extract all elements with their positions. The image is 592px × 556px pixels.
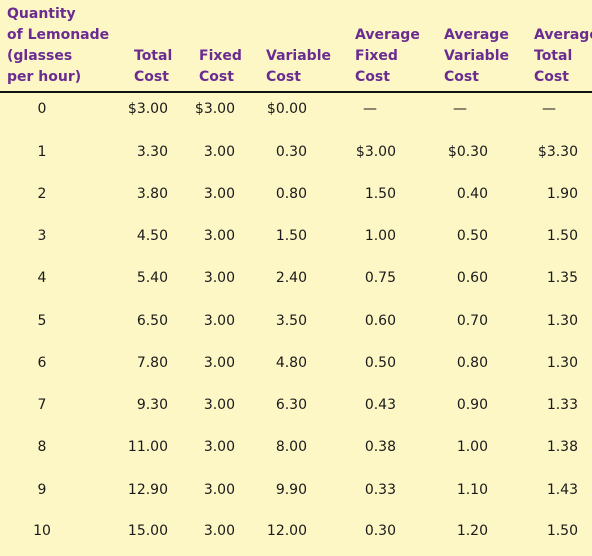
cell-total-cost: 4.50 <box>136 228 168 244</box>
cell-fixed-cost: 3.00 <box>203 439 235 455</box>
header-variable-cost: Variable Cost <box>266 48 331 85</box>
header-divider <box>0 91 592 93</box>
cell-average-total-cost: 1.30 <box>546 355 578 371</box>
cell-variable-cost: 8.00 <box>275 439 307 455</box>
cell-total-cost: 11.00 <box>127 439 168 455</box>
cell-average-variable-cost: 0.80 <box>456 355 488 371</box>
cell-average-variable-cost: 1.20 <box>456 523 488 539</box>
cell-average-fixed-cost: 0.60 <box>364 313 396 329</box>
cell-average-total-cost: 1.38 <box>546 439 578 455</box>
cell-average-variable-cost: 0.70 <box>456 313 488 329</box>
cell-variable-cost: 12.00 <box>266 523 307 539</box>
cell-quantity: 9 <box>37 482 47 498</box>
table-row: 8 11.00 3.00 8.00 0.38 1.00 1.38 <box>0 437 592 457</box>
cell-average-fixed-cost: 1.00 <box>364 228 396 244</box>
table-row: 7 9.30 3.00 6.30 0.43 0.90 1.33 <box>0 395 592 415</box>
cell-variable-cost: $0.00 <box>266 101 307 117</box>
cell-average-fixed-cost: 0.38 <box>364 439 396 455</box>
cell-average-variable-cost: $0.30 <box>447 144 488 160</box>
table-row: 2 3.80 3.00 0.80 1.50 0.40 1.90 <box>0 184 592 204</box>
table-row: 5 6.50 3.00 3.50 0.60 0.70 1.30 <box>0 311 592 331</box>
cell-quantity: 3 <box>37 228 47 244</box>
cell-average-variable-cost: 0.50 <box>456 228 488 244</box>
cell-variable-cost: 9.90 <box>275 482 307 498</box>
cell-average-total-cost: 1.35 <box>546 270 578 286</box>
cell-variable-cost: 0.30 <box>275 144 307 160</box>
table-row: 10 15.00 3.00 12.00 0.30 1.20 1.50 <box>0 521 592 541</box>
cell-average-variable-cost: 1.10 <box>456 482 488 498</box>
table-row: 3 4.50 3.00 1.50 1.00 0.50 1.50 <box>0 226 592 246</box>
cell-average-total-cost: 1.50 <box>546 228 578 244</box>
header-average-variable-cost: Average Variable Cost <box>444 27 509 85</box>
cell-average-fixed-cost: 0.43 <box>364 397 396 413</box>
cell-average-variable-cost: 1.00 <box>456 439 488 455</box>
cell-average-variable-cost: 0.90 <box>456 397 488 413</box>
cell-fixed-cost: 3.00 <box>203 482 235 498</box>
cell-quantity: 7 <box>37 397 47 413</box>
cell-average-fixed-cost: — <box>363 101 377 117</box>
cell-average-variable-cost: 0.60 <box>456 270 488 286</box>
header-quantity: Quantity of Lemonade (glasses per hour) <box>7 6 110 85</box>
table-row: 9 12.90 3.00 9.90 0.33 1.10 1.43 <box>0 480 592 500</box>
cell-fixed-cost: 3.00 <box>203 355 235 371</box>
cell-variable-cost: 3.50 <box>275 313 307 329</box>
cell-average-fixed-cost: 0.75 <box>364 270 396 286</box>
cell-average-total-cost: 1.30 <box>546 313 578 329</box>
cell-average-total-cost: — <box>542 101 556 117</box>
cell-average-fixed-cost: 1.50 <box>364 186 396 202</box>
cell-total-cost: $3.00 <box>127 101 168 117</box>
cell-total-cost: 9.30 <box>136 397 168 413</box>
cell-quantity: 8 <box>37 439 47 455</box>
table-row: 4 5.40 3.00 2.40 0.75 0.60 1.35 <box>0 268 592 288</box>
cell-total-cost: 5.40 <box>136 270 168 286</box>
header-fixed-cost: Fixed Cost <box>199 48 242 85</box>
cell-fixed-cost: 3.00 <box>203 186 235 202</box>
cell-variable-cost: 1.50 <box>275 228 307 244</box>
table-row: 0 $3.00 $3.00 $0.00 — — — <box>0 99 592 119</box>
cell-total-cost: 7.80 <box>136 355 168 371</box>
cell-average-fixed-cost: 0.30 <box>364 523 396 539</box>
cell-variable-cost: 0.80 <box>275 186 307 202</box>
cell-quantity: 4 <box>37 270 47 286</box>
cell-average-total-cost: 1.33 <box>546 397 578 413</box>
cell-average-fixed-cost: 0.50 <box>364 355 396 371</box>
header-average-fixed-cost: Average Fixed Cost <box>355 27 420 85</box>
table-row: 1 3.30 3.00 0.30 $3.00 $0.30 $3.30 <box>0 142 592 162</box>
cell-total-cost: 6.50 <box>136 313 168 329</box>
cell-fixed-cost: 3.00 <box>203 228 235 244</box>
cell-average-fixed-cost: 0.33 <box>364 482 396 498</box>
table-row: 6 7.80 3.00 4.80 0.50 0.80 1.30 <box>0 353 592 373</box>
cell-total-cost: 12.90 <box>127 482 168 498</box>
cell-quantity: 10 <box>33 523 51 539</box>
cell-quantity: 2 <box>37 186 47 202</box>
cell-average-total-cost: $3.30 <box>537 144 578 160</box>
header-total-cost: Total Cost <box>134 48 173 85</box>
cell-average-variable-cost: 0.40 <box>456 186 488 202</box>
cell-fixed-cost: 3.00 <box>203 144 235 160</box>
cell-quantity: 6 <box>37 355 47 371</box>
cell-total-cost: 3.30 <box>136 144 168 160</box>
cell-fixed-cost: $3.00 <box>194 101 235 117</box>
header-average-total-cost: Average Total Cost <box>534 27 592 85</box>
cell-fixed-cost: 3.00 <box>203 523 235 539</box>
cell-variable-cost: 4.80 <box>275 355 307 371</box>
cell-quantity: 5 <box>37 313 47 329</box>
cell-quantity: 1 <box>37 144 47 160</box>
cell-average-total-cost: 1.90 <box>546 186 578 202</box>
cell-variable-cost: 6.30 <box>275 397 307 413</box>
cell-total-cost: 3.80 <box>136 186 168 202</box>
cell-average-variable-cost: — <box>453 101 467 117</box>
cell-fixed-cost: 3.00 <box>203 270 235 286</box>
cell-average-total-cost: 1.50 <box>546 523 578 539</box>
cell-average-total-cost: 1.43 <box>546 482 578 498</box>
cell-fixed-cost: 3.00 <box>203 313 235 329</box>
cell-fixed-cost: 3.00 <box>203 397 235 413</box>
cell-total-cost: 15.00 <box>127 523 168 539</box>
cell-quantity: 0 <box>37 101 47 117</box>
cell-variable-cost: 2.40 <box>275 270 307 286</box>
cell-average-fixed-cost: $3.00 <box>355 144 396 160</box>
